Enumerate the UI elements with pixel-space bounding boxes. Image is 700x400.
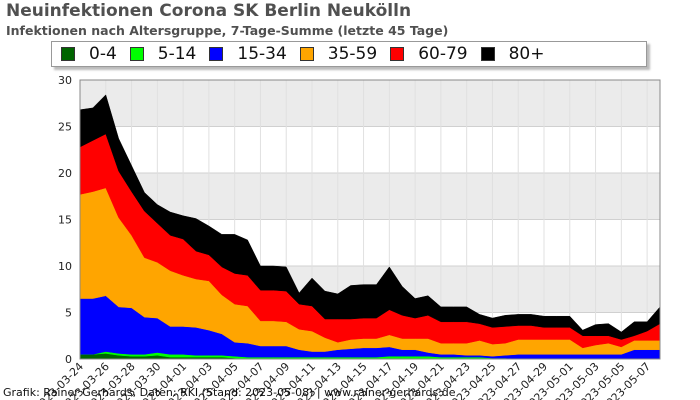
legend-label: 80+ [508, 44, 545, 64]
legend: 0-4 5-14 15-34 35-59 60-79 80+ [51, 41, 647, 67]
chart-subtitle: Infektionen nach Altersgruppe, 7-Tage-Su… [6, 23, 449, 38]
chart-title: Neuinfektionen Corona SK Berlin Neukölln [6, 1, 412, 21]
legend-swatch [299, 47, 314, 61]
y-tick-label: 25 [58, 121, 72, 134]
y-tick-label: 5 [65, 307, 72, 320]
legend-item: 60-79 [390, 44, 468, 64]
legend-item: 15-34 [209, 44, 287, 64]
legend-item: 80+ [480, 44, 545, 64]
plot-frame [79, 79, 661, 360]
grid-band [80, 173, 660, 220]
legend-item: 5-14 [129, 44, 197, 64]
legend-label: 0-4 [89, 44, 117, 64]
legend-item: 0-4 [61, 44, 117, 64]
legend-swatch [129, 47, 144, 61]
legend-item: 35-59 [299, 44, 378, 64]
grid-band [80, 80, 660, 127]
legend-swatch [480, 47, 495, 61]
legend-swatch [390, 47, 405, 61]
source-credit: Grafik: Rainer Gerhards, Daten: RKI (Sta… [3, 386, 456, 399]
legend-label: 15-34 [237, 44, 287, 64]
y-tick-label: 10 [58, 260, 72, 273]
legend-swatch [61, 47, 75, 61]
legend-label: 5-14 [157, 44, 197, 64]
y-tick-label: 20 [58, 167, 72, 180]
legend-label: 60-79 [418, 44, 468, 64]
y-tick-label: 30 [58, 74, 72, 87]
y-tick-label: 15 [58, 214, 72, 227]
legend-swatch [209, 47, 224, 61]
y-tick-label: 0 [65, 353, 72, 366]
legend-label: 35-59 [327, 44, 378, 64]
